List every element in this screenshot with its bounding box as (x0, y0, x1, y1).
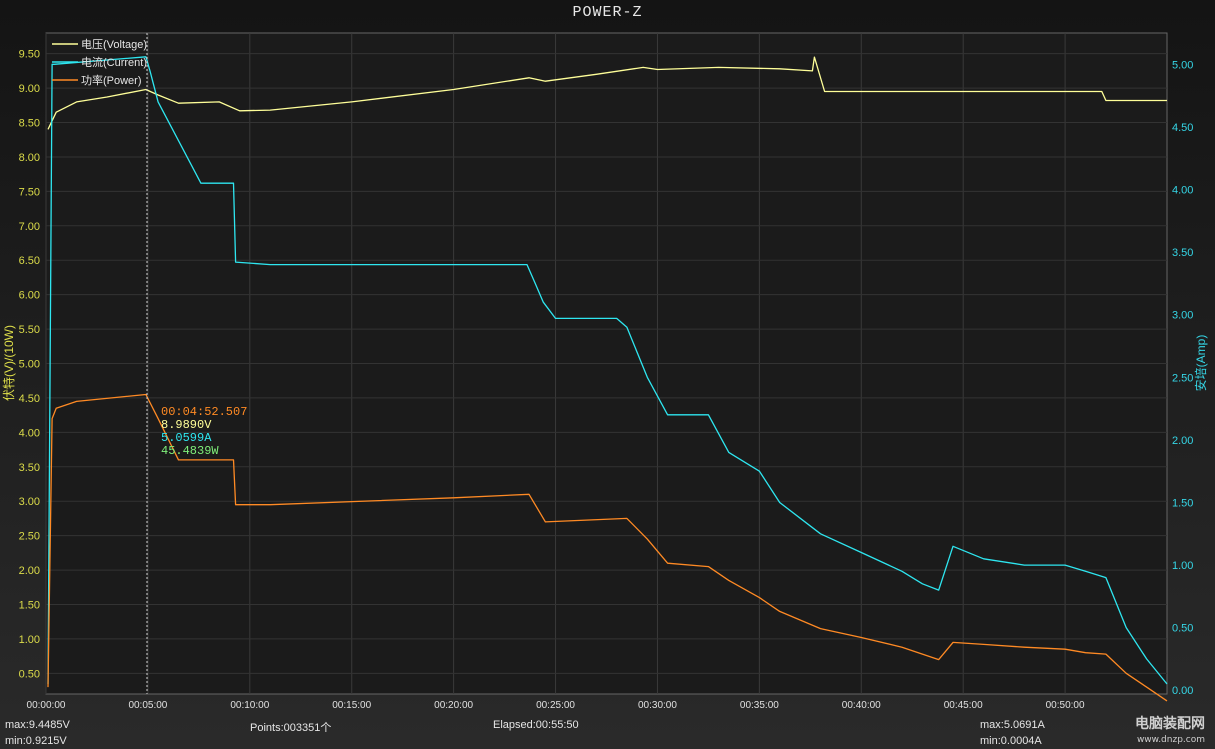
y-right-tick-label: 1.00 (1172, 560, 1193, 572)
x-tick-label: 00:10:00 (230, 700, 269, 711)
x-tick-label: 00:00:00 (27, 700, 66, 711)
cursor-readout-line: 8.9890V (161, 418, 212, 432)
watermark-url: www.dnzp.com (1136, 735, 1205, 745)
voltage-line (47, 56, 1167, 130)
status-max-voltage: max:9.4485V (5, 719, 70, 731)
x-tick-label: 00:20:00 (434, 700, 473, 711)
y-left-tick-label: 2.00 (19, 565, 40, 577)
x-tick-label: 00:30:00 (638, 700, 677, 711)
legend: 电压(Voltage) 电流(Current) 功率(Power) (52, 38, 147, 87)
y-right-tick-label: 5.00 (1172, 59, 1193, 71)
y-left-tick-label: 0.50 (19, 668, 40, 680)
y-right-tick-label: 2.00 (1172, 435, 1193, 447)
y-left-tick-label: 2.50 (19, 531, 40, 543)
y-left-tick-label: 7.00 (19, 221, 40, 233)
x-tick-label: 00:25:00 (536, 700, 575, 711)
y-left-tick-label: 8.00 (19, 152, 40, 164)
y-right-tick-label: 3.50 (1172, 247, 1193, 259)
y-right-tick-label: 0.50 (1172, 623, 1193, 635)
y-left-tick-label: 5.50 (19, 324, 40, 336)
y-left-tick-label: 6.00 (19, 290, 40, 302)
y-left-tick-label: 1.50 (19, 599, 40, 611)
y-left-tick-label: 3.00 (19, 496, 40, 508)
power-line (47, 393, 1168, 702)
y-right-tick-label: 4.00 (1172, 184, 1193, 196)
status-min-current: min:0.0004A (980, 735, 1042, 747)
cursor-readout-line: 45.4839W (161, 444, 219, 458)
x-axis-ticks: 00:00:00 00:05:00 00:10:00 00:15:00 00:20:00… (27, 700, 1085, 711)
y-left-tick-label: 9.00 (19, 83, 40, 95)
y-left-tick-label: 7.50 (19, 186, 40, 198)
y-axis-right-title: 安培(Amp) (1193, 335, 1208, 392)
y-right-tick-label: 3.00 (1172, 310, 1193, 322)
y-right-tick-label: 2.50 (1172, 372, 1193, 384)
y-left-tick-label: 6.50 (19, 255, 40, 267)
y-left-tick-label: 4.00 (19, 427, 40, 439)
grid-lines (45, 33, 1167, 694)
y-left-tick-label: 9.50 (19, 49, 40, 61)
x-tick-label: 00:40:00 (842, 700, 881, 711)
legend-label: 电压(Voltage) (81, 38, 147, 51)
status-elapsed: Elapsed:00:55:50 (493, 719, 579, 731)
x-tick-label: 00:35:00 (740, 700, 779, 711)
y-right-tick-label: 0.00 (1172, 685, 1193, 697)
y-left-tick-label: 4.50 (19, 393, 40, 405)
y-right-tick-label: 1.50 (1172, 497, 1193, 509)
x-tick-label: 00:15:00 (332, 700, 371, 711)
y-left-tick-label: 3.50 (19, 462, 40, 474)
x-tick-label: 00:45:00 (944, 700, 983, 711)
y-left-tick-label: 1.00 (19, 634, 40, 646)
y-axis-left-title: 伏特(V)/(10W) (1, 325, 16, 401)
y-left-tick-label: 5.00 (19, 359, 40, 371)
legend-label: 功率(Power) (81, 73, 142, 87)
legend-label: 电流(Current) (81, 55, 147, 69)
cursor-readout-line: 00:04:52.507 (161, 405, 247, 419)
status-min-voltage: min:0.9215V (5, 735, 67, 747)
watermark-brand: 电脑装配网 (1135, 716, 1205, 732)
status-max-current: max:5.0691A (980, 719, 1045, 731)
current-line (47, 56, 1168, 685)
x-tick-label: 00:50:00 (1046, 700, 1085, 711)
x-tick-label: 00:05:00 (128, 700, 167, 711)
status-points: Points:003351个 (250, 722, 332, 734)
y-axis-left-ticks: 0.50 1.00 1.50 2.00 2.50 3.00 3.50 4.00 4.50 5.00… (19, 49, 40, 681)
y-right-tick-label: 4.50 (1172, 122, 1193, 134)
window-title: POWER-Z (572, 4, 643, 21)
series-group (47, 56, 1168, 702)
y-axis-right-ticks: 0.00 0.50 1.00 1.50 2.00 2.50 3.00 3.50 4.00 4.50… (1172, 59, 1193, 697)
cursor-readout-line: 5.0599A (161, 431, 212, 445)
y-left-tick-label: 8.50 (19, 118, 40, 130)
